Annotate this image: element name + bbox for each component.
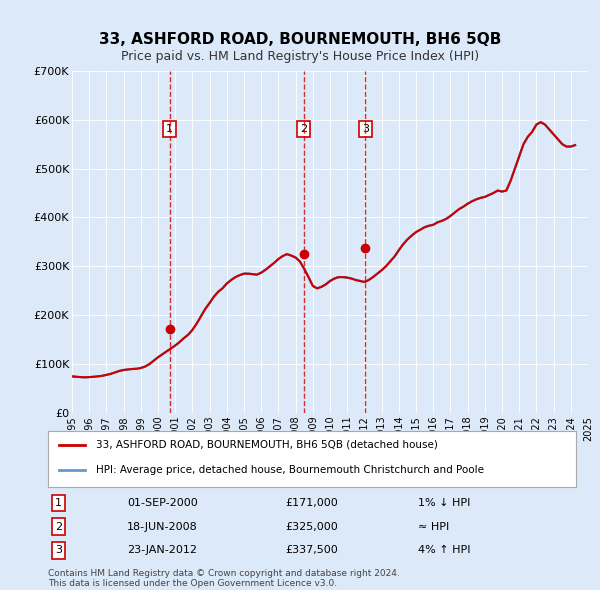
Text: 1: 1 xyxy=(55,498,62,508)
Text: HPI: Average price, detached house, Bournemouth Christchurch and Poole: HPI: Average price, detached house, Bour… xyxy=(95,465,484,475)
Text: 33, ASHFORD ROAD, BOURNEMOUTH, BH6 5QB: 33, ASHFORD ROAD, BOURNEMOUTH, BH6 5QB xyxy=(99,32,501,47)
Text: 01-SEP-2000: 01-SEP-2000 xyxy=(127,498,198,508)
Text: 2: 2 xyxy=(55,522,62,532)
Text: Contains HM Land Registry data © Crown copyright and database right 2024.: Contains HM Land Registry data © Crown c… xyxy=(48,569,400,578)
Text: 2: 2 xyxy=(300,124,307,134)
Text: 4% ↑ HPI: 4% ↑ HPI xyxy=(418,545,470,555)
Text: ≈ HPI: ≈ HPI xyxy=(418,522,449,532)
Text: 23-JAN-2012: 23-JAN-2012 xyxy=(127,545,197,555)
Text: Price paid vs. HM Land Registry's House Price Index (HPI): Price paid vs. HM Land Registry's House … xyxy=(121,50,479,63)
Text: £325,000: £325,000 xyxy=(286,522,338,532)
Text: £337,500: £337,500 xyxy=(286,545,338,555)
Text: 18-JUN-2008: 18-JUN-2008 xyxy=(127,522,198,532)
Text: 3: 3 xyxy=(55,545,62,555)
Text: 33, ASHFORD ROAD, BOURNEMOUTH, BH6 5QB (detached house): 33, ASHFORD ROAD, BOURNEMOUTH, BH6 5QB (… xyxy=(95,440,437,450)
Text: 3: 3 xyxy=(362,124,369,134)
Text: 1: 1 xyxy=(166,124,173,134)
Text: This data is licensed under the Open Government Licence v3.0.: This data is licensed under the Open Gov… xyxy=(48,579,337,588)
Text: 1% ↓ HPI: 1% ↓ HPI xyxy=(418,498,470,508)
Text: £171,000: £171,000 xyxy=(286,498,338,508)
